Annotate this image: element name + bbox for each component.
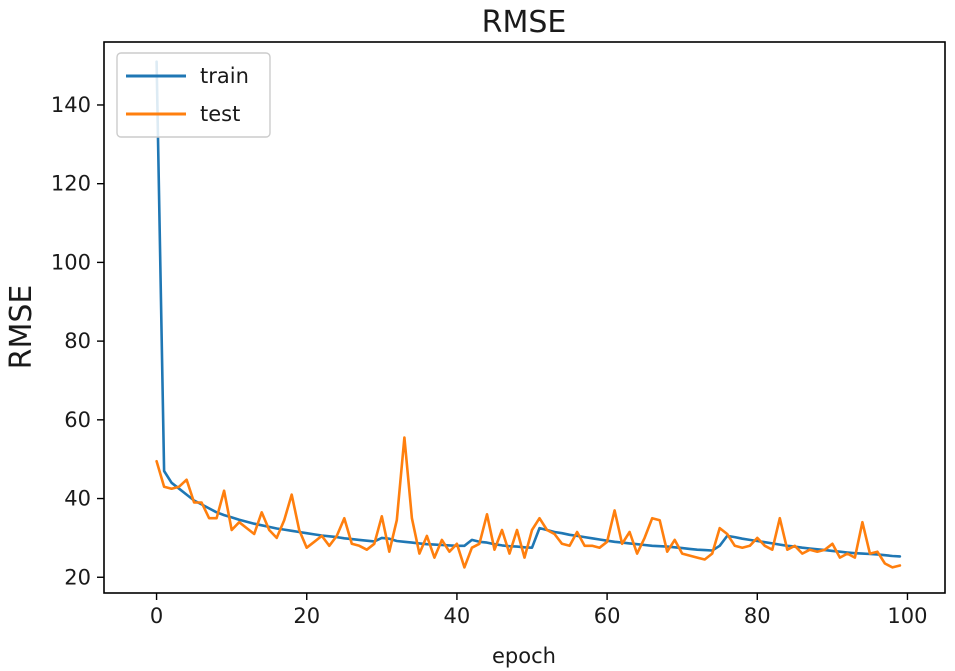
legend: train test <box>116 52 271 138</box>
legend-label-train: train <box>200 64 249 88</box>
x-tick-label: 20 <box>293 604 320 628</box>
y-axis-label: RMSE <box>4 285 39 370</box>
x-tick-label: 100 <box>887 604 927 628</box>
y-tick-label: 80 <box>64 329 91 353</box>
plot-lines <box>155 60 902 569</box>
chart-title: RMSE <box>482 5 567 40</box>
y-tick-label: 60 <box>64 408 91 432</box>
x-axis-label: epoch <box>492 644 556 668</box>
y-tick-label: 140 <box>51 93 91 117</box>
x-tick-label: 40 <box>444 604 471 628</box>
y-tick-label: 40 <box>64 487 91 511</box>
x-axis: 0 20 40 60 80 100 <box>150 593 928 628</box>
y-tick-label: 120 <box>51 172 91 196</box>
x-tick-label: 80 <box>744 604 771 628</box>
series-line-test <box>155 436 902 569</box>
x-tick-label: 60 <box>594 604 621 628</box>
y-tick-label: 20 <box>64 565 91 589</box>
legend-box <box>116 52 271 138</box>
y-tick-label: 100 <box>51 250 91 274</box>
y-axis: 20 40 60 80 100 120 140 <box>51 93 104 589</box>
x-tick-label: 0 <box>150 604 163 628</box>
legend-label-test: test <box>200 102 240 126</box>
